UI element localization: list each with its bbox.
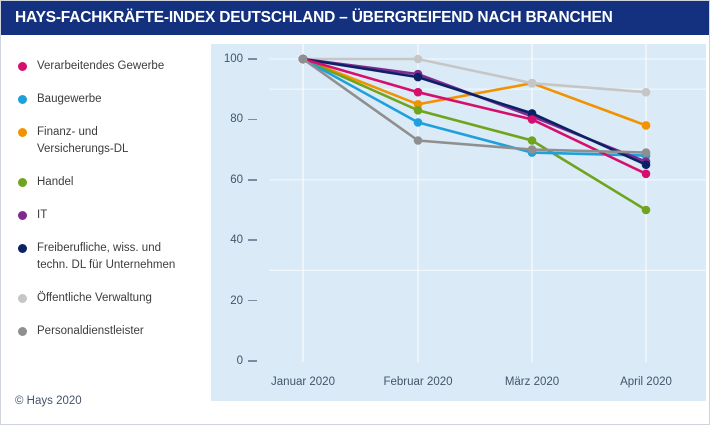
y-axis-tick-value: 20 bbox=[230, 294, 243, 307]
y-axis-tick-value: 60 bbox=[230, 173, 243, 186]
y-axis-tick-value: 40 bbox=[230, 234, 243, 247]
data-point bbox=[413, 118, 423, 127]
data-point bbox=[413, 106, 423, 115]
y-axis-tick: 80 bbox=[211, 111, 257, 127]
data-point bbox=[641, 160, 651, 169]
tick-mark bbox=[248, 179, 257, 181]
data-point bbox=[413, 87, 423, 97]
tick-mark bbox=[248, 360, 257, 362]
data-point bbox=[641, 121, 651, 130]
data-point bbox=[641, 87, 651, 97]
data-point bbox=[641, 148, 651, 157]
tick-mark bbox=[248, 118, 257, 121]
data-point bbox=[413, 72, 423, 82]
legend-item: Handel bbox=[15, 174, 207, 191]
legend-label: Baugewerbe bbox=[37, 93, 102, 105]
series-line bbox=[302, 57, 647, 175]
legend-label: Finanz- und Versicherungs-DL bbox=[37, 126, 129, 155]
series-line bbox=[302, 57, 647, 127]
legend-dot bbox=[18, 327, 27, 336]
legend-item: Baugewerbe bbox=[15, 91, 207, 108]
x-axis-label: Januar 2020 bbox=[271, 376, 335, 388]
legend-label: Verarbeitendes Gewerbe bbox=[37, 60, 165, 72]
legend-item: Finanz- und Versicherungs-DL bbox=[15, 124, 207, 158]
data-point bbox=[527, 145, 537, 154]
footer: © Hays 2020 bbox=[15, 391, 82, 409]
legend-dot bbox=[18, 128, 27, 137]
data-point bbox=[413, 100, 423, 109]
x-axis-label: April 2020 bbox=[620, 376, 672, 388]
legend-dot bbox=[18, 244, 27, 253]
legend-dot bbox=[18, 95, 27, 104]
legend-item: Freiberufliche, wiss. und techn. DL für … bbox=[15, 240, 207, 274]
page-title: HAYS-FACHKRÄFTE-INDEX DEUTSCHLAND – ÜBER… bbox=[15, 9, 613, 26]
series-line bbox=[303, 57, 647, 94]
legend-label: Freiberufliche, wiss. und techn. DL für … bbox=[37, 242, 176, 271]
y-axis-tick-value: 80 bbox=[230, 113, 243, 126]
data-point bbox=[527, 109, 537, 118]
y-axis-tick: 0 bbox=[211, 353, 257, 369]
data-point bbox=[527, 136, 537, 145]
data-point bbox=[413, 54, 423, 64]
header-bar: HAYS-FACHKRÄFTE-INDEX DEUTSCHLAND – ÜBER… bbox=[1, 1, 709, 35]
legend-dot bbox=[18, 178, 27, 187]
legend-item: Verarbeitendes Gewerbe bbox=[15, 58, 207, 75]
data-point bbox=[641, 205, 651, 215]
legend-item: IT bbox=[15, 207, 207, 224]
x-axis-label: Februar 2020 bbox=[383, 376, 453, 388]
chart-legend: Verarbeitendes Gewerbe Baugewerbe Finanz- … bbox=[15, 58, 207, 356]
legend-label: Öffentliche Verwaltung bbox=[37, 292, 152, 304]
y-axis-tick: 20 bbox=[211, 293, 257, 309]
legend-label: Handel bbox=[37, 176, 74, 188]
legend-item: Öffentliche Verwaltung bbox=[15, 290, 207, 307]
line-chart bbox=[269, 44, 706, 362]
legend-label: IT bbox=[37, 209, 48, 221]
tick-mark bbox=[248, 58, 257, 60]
series-line bbox=[302, 57, 647, 212]
tick-mark bbox=[248, 299, 257, 302]
x-axis-label: März 2020 bbox=[504, 376, 560, 388]
tick-mark bbox=[248, 239, 257, 241]
data-point bbox=[413, 136, 423, 145]
series-line bbox=[302, 57, 647, 166]
data-point bbox=[527, 78, 537, 88]
copyright-text: © Hays 2020 bbox=[15, 395, 82, 407]
y-axis-tick: 40 bbox=[211, 232, 257, 248]
data-point bbox=[527, 115, 537, 124]
y-axis-tick-value: 100 bbox=[223, 53, 243, 65]
y-axis-tick: 60 bbox=[211, 172, 257, 188]
series-line bbox=[302, 57, 647, 154]
legend-dot bbox=[18, 62, 27, 71]
series-line bbox=[302, 57, 647, 157]
legend-item: Personaldienstleister bbox=[15, 323, 207, 340]
data-point bbox=[298, 54, 308, 64]
legend-label: Personaldienstleister bbox=[37, 325, 144, 337]
data-point bbox=[641, 169, 651, 179]
chart-panel: 100 80 60 40 20 0 Januar 2020 Februar 2020 März… bbox=[211, 44, 706, 401]
legend-dot bbox=[18, 294, 27, 303]
y-axis-tick-value: 0 bbox=[236, 355, 243, 367]
y-axis-tick: 100 bbox=[211, 51, 257, 67]
legend-dot bbox=[18, 211, 27, 220]
